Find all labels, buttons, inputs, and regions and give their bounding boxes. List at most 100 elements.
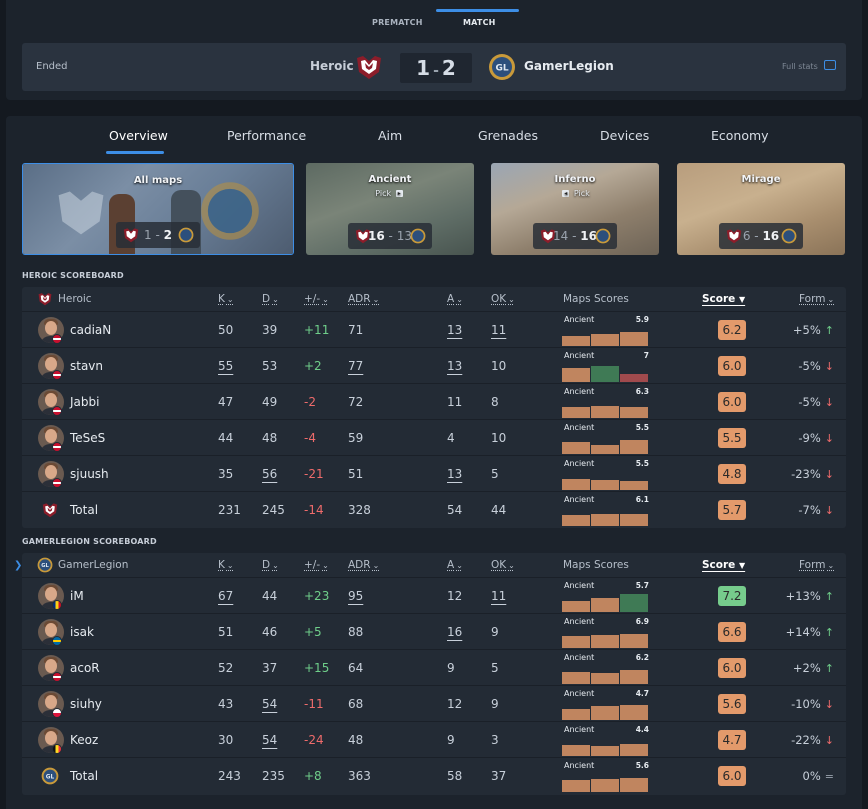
- column-header-k[interactable]: K ⌄: [218, 293, 234, 305]
- chevron-down-icon: ⌄: [322, 561, 329, 570]
- map-card-ancient[interactable]: Ancient Pick ▸ 16 - 13: [306, 163, 474, 255]
- player-name[interactable]: Keoz: [70, 733, 98, 747]
- column-header-pm[interactable]: +/- ⌄: [304, 559, 329, 571]
- table-row[interactable]: TeSeS 44 48 -4 59 4 10 Ancient 5.5 5.5 -9% ↓: [22, 419, 846, 455]
- player-name[interactable]: isak: [70, 625, 94, 639]
- column-header-ok[interactable]: OK ⌄: [491, 293, 515, 305]
- form-value: -5% ↓: [798, 359, 834, 373]
- map-card-all-maps[interactable]: All maps 1 - 2: [22, 163, 294, 255]
- player-name: Total: [70, 503, 98, 517]
- stat-adr: 95: [348, 589, 363, 603]
- chevron-down-icon: ⌄: [272, 295, 279, 304]
- stat-a: 11: [447, 395, 462, 409]
- column-header-score[interactable]: Score ▼: [702, 559, 745, 571]
- table-row[interactable]: sjuush 35 56 -21 51 13 5 Ancient 5.5 4.8 -23% ↓: [22, 455, 846, 491]
- arrow-down-icon: ↓: [825, 432, 834, 445]
- table-row[interactable]: isak 51 46 +5 88 16 9 Ancient 6.9 6.6 +14% ↑: [22, 613, 846, 649]
- stat-adr: 72: [348, 395, 363, 409]
- player-name[interactable]: Jabbi: [70, 395, 99, 409]
- gamerlegion-scoreboard: ❯ GL GamerLegion K ⌄ D ⌄ +/- ⌄ ADR ⌄ A ⌄ OK ⌄ Maps Scor…: [22, 553, 846, 795]
- column-header-k[interactable]: K ⌄: [218, 559, 234, 571]
- player-name[interactable]: TeSeS: [70, 431, 105, 445]
- tab-aim[interactable]: Aim: [378, 128, 402, 143]
- team1-name[interactable]: Heroic: [310, 59, 354, 73]
- column-header-adr[interactable]: ADR ⌄: [348, 293, 379, 305]
- column-header-form[interactable]: Form ⌄: [799, 559, 834, 571]
- tab-performance[interactable]: Performance: [227, 128, 306, 143]
- match-header: PREMATCH MATCH Ended Heroic 1-2 GL Gamer…: [6, 0, 862, 100]
- stat-ok: 37: [491, 769, 506, 783]
- tab-economy[interactable]: Economy: [711, 128, 769, 143]
- heroic-logo[interactable]: [354, 52, 384, 82]
- table-row[interactable]: cadiaN 50 39 +11 71 13 11 Ancient 5.9 6.2 +5% ↑: [22, 311, 846, 347]
- player-name[interactable]: sjuush: [70, 467, 109, 481]
- chart-icon[interactable]: [824, 60, 836, 70]
- map-score-bar: [562, 672, 590, 684]
- map-label: Ancient: [564, 617, 594, 626]
- team2-name[interactable]: GamerLegion: [524, 59, 614, 73]
- full-stats-link[interactable]: Full stats: [782, 62, 818, 71]
- column-header-pm[interactable]: +/- ⌄: [304, 293, 329, 305]
- player-name[interactable]: acoR: [70, 661, 100, 675]
- stat-ok: 3: [491, 733, 499, 747]
- total-row[interactable]: GL Total 243 235 +8 363 58 37 Ancient 5.6 6.0 0% =: [22, 757, 846, 793]
- arrow-up-icon: ↑: [825, 590, 834, 603]
- chevron-down-icon: ⌄: [508, 295, 515, 304]
- column-header-a[interactable]: A ⌄: [447, 293, 463, 305]
- heroic-watermark-icon: [51, 184, 111, 240]
- table-row[interactable]: siuhy 43 54 -11 68 12 9 Ancient 4.7 5.6 -10% ↓: [22, 685, 846, 721]
- stat-a: 4: [447, 431, 455, 445]
- chevron-right-icon[interactable]: ❯: [14, 560, 22, 571]
- gamerlegion-logo[interactable]: GL: [488, 53, 516, 81]
- stat-pm: -4: [304, 431, 316, 445]
- table-row[interactable]: Jabbi 47 49 -2 72 11 8 Ancient 6.3 6.0 -5% ↓: [22, 383, 846, 419]
- column-header-score[interactable]: Score ▼: [702, 293, 745, 305]
- column-header-a[interactable]: A ⌄: [447, 559, 463, 571]
- player-name[interactable]: siuhy: [70, 697, 102, 711]
- map-score: 6 - 16: [719, 223, 803, 249]
- map-score-bar: [620, 594, 648, 612]
- player-name[interactable]: stavn: [70, 359, 103, 373]
- map-label: Ancient: [564, 315, 594, 324]
- map-score-bar: [591, 366, 619, 382]
- tab-match[interactable]: MATCH: [463, 18, 496, 27]
- total-row[interactable]: Total 231 245 -14 328 54 44 Ancient 6.1 5.7 -7% ↓: [22, 491, 846, 527]
- tab-prematch[interactable]: PREMATCH: [372, 18, 423, 27]
- svg-text:GL: GL: [46, 774, 55, 780]
- stat-d: 245: [262, 503, 285, 517]
- player-name[interactable]: iM: [70, 589, 84, 603]
- maps-scores-chart: Ancient 5.9: [562, 314, 649, 346]
- form-value: -5% ↓: [798, 395, 834, 409]
- stat-adr: 51: [348, 467, 363, 481]
- tab-grenades[interactable]: Grenades: [478, 128, 538, 143]
- tab-overview[interactable]: Overview: [109, 128, 168, 143]
- table-row[interactable]: Keoz 30 54 -24 48 9 3 Ancient 4.4 4.7 -22% ↓: [22, 721, 846, 757]
- column-header-ok[interactable]: OK ⌄: [491, 559, 515, 571]
- map-value: 6.2: [636, 653, 649, 662]
- column-header-form[interactable]: Form ⌄: [799, 293, 834, 305]
- table-row[interactable]: stavn 55 53 +2 77 13 10 Ancient 7 6.0 -5% ↓: [22, 347, 846, 383]
- map-name: Inferno: [491, 174, 659, 185]
- tab-devices[interactable]: Devices: [600, 128, 649, 143]
- team-name: GamerLegion: [58, 559, 128, 571]
- column-header-adr[interactable]: ADR ⌄: [348, 559, 379, 571]
- map-card-mirage[interactable]: Mirage 6 - 16: [677, 163, 845, 255]
- stat-pm: +2: [304, 359, 322, 373]
- player-name[interactable]: cadiaN: [70, 323, 111, 337]
- table-row[interactable]: acoR 52 37 +15 64 9 5 Ancient 6.2 6.0 +2% ↑: [22, 649, 846, 685]
- pick-badge: Pick ▸: [306, 189, 474, 198]
- map-score-bar: [562, 709, 590, 720]
- map-value: 6.1: [636, 495, 649, 504]
- map-score-bar: [620, 778, 648, 792]
- flag-icon: [52, 478, 62, 488]
- player-name: Total: [70, 769, 98, 783]
- stat-a: 54: [447, 503, 462, 517]
- map-card-inferno[interactable]: Inferno ◂ Pick 14 - 16: [491, 163, 659, 255]
- table-row[interactable]: iM 67 44 +23 95 12 11 Ancient 5.7 7.2 +13% ↑: [22, 577, 846, 613]
- column-header-d[interactable]: D ⌄: [262, 293, 279, 305]
- arrow-down-icon: ↓: [825, 504, 834, 517]
- chevron-right-icon: ▸: [396, 190, 403, 197]
- map-score-bar: [562, 636, 590, 648]
- column-header-d[interactable]: D ⌄: [262, 559, 279, 571]
- maps-scores-chart: Ancient 6.2: [562, 652, 649, 684]
